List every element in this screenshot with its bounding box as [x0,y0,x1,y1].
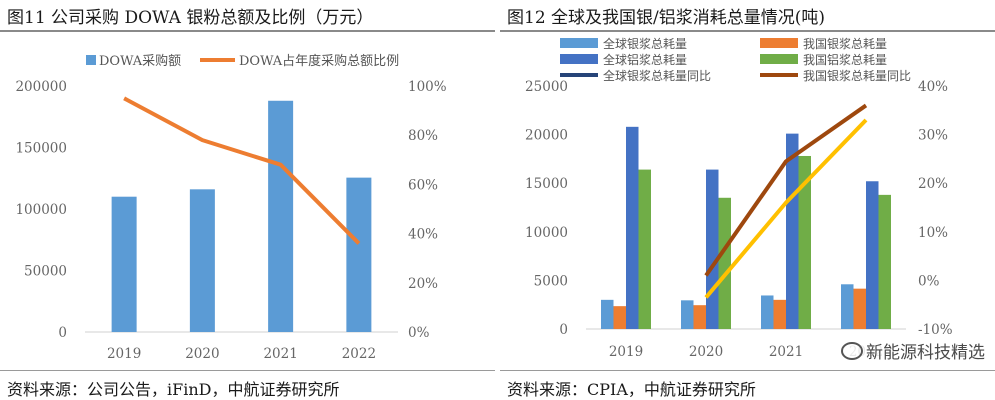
y-right-tick-label: 40% [918,79,948,95]
legend-label-bar: DOWA采购额 [99,53,181,69]
bar-4 [718,197,731,329]
y-left-tick-label: 10000 [525,225,568,241]
y-left-tick-label: 0 [559,322,568,338]
x-tick-label: 2019 [609,344,643,360]
y-right-tick-label: 10% [918,225,948,241]
bar-2 [853,288,866,329]
title-divider-right [500,30,995,32]
line-yoy-2 [704,103,868,277]
x-tick-label: 2020 [689,344,723,360]
chart-title-right: 图12 全球及我国银/铝浆消耗总量情况(吨) [507,8,826,28]
x-tick-label: 2021 [263,346,297,362]
bar-1 [601,299,614,329]
y-left-tick-label: 15000 [525,176,568,192]
source-divider-left [0,370,495,371]
bar-3 [626,126,639,329]
watermark: 新能源科技精选 [839,338,987,363]
x-tick-label: 2022 [342,346,376,362]
bar-dowa-purchase [346,177,372,332]
wechat-icon [841,342,863,360]
bar-4 [798,155,811,329]
y-left-tick-label: 200000 [15,79,67,95]
bar-4 [878,194,891,329]
legend-label-line: DOWA占年度采购总额比例 [239,53,399,69]
legend-swatch [560,54,598,64]
legend-swatch-bar [86,55,96,65]
legend-swatch [760,54,798,64]
y-right-tick-label: 80% [408,128,438,144]
bar-dowa-purchase [111,196,137,332]
watermark-text: 新能源科技精选 [866,343,985,363]
bar-1 [761,295,774,329]
bar-1 [681,300,694,329]
bar-3 [706,169,719,329]
source-divider-right [500,370,995,371]
y-left-tick-label: 50000 [24,264,67,280]
bar-3 [866,181,879,329]
y-left-tick-label: 20000 [525,128,568,144]
bar-1 [841,284,854,329]
bar-2 [773,299,786,329]
legend-swatch [560,38,598,48]
y-left-tick-label: 100000 [15,202,67,218]
chart-title-left: 图11 公司采购 DOWA 银粉总额及比例（万元） [7,8,374,28]
chart-panel-right: 图12 全球及我国银/铝浆消耗总量情况(吨) 0 5000 10000 15000 20… [500,0,995,400]
y-left-tick-label: 25000 [525,79,568,95]
y-left-tick-label: 5000 [534,273,568,289]
title-divider-left [0,30,495,32]
line-dowa-share [123,96,361,245]
y-right-tick-label: 0% [408,325,430,341]
x-tick-label: 2019 [107,346,141,362]
legend-label: 我国银浆总耗量 [803,36,887,51]
legend-label: 全球银浆总耗量同比 [603,68,711,83]
legend-swatch [760,38,798,48]
y-right-tick-label: 60% [408,177,438,193]
bar-2 [693,305,706,329]
chart-left: 0 50000 100000 150000 200000 0% 20% 40% 60% 80% 10… [15,53,447,362]
y-right-tick-label: 30% [918,128,948,144]
y-right-tick-label: 20% [408,276,438,292]
bar-2 [613,306,626,329]
y-right-tick-label: 20% [918,176,948,192]
source-note-left: 资料来源：公司公告，iFinD，中航证券研究所 [7,380,340,399]
line-yoy-1 [704,118,868,299]
chart-panel-left: 图11 公司采购 DOWA 银粉总额及比例（万元） 0 50000 100000 15… [0,0,495,400]
y-right-tick-label: 40% [408,227,438,243]
bar-dowa-purchase [189,189,215,332]
y-right-tick-label: 100% [408,79,447,95]
x-tick-label: 2021 [769,344,803,360]
y-right-tick-label: 0% [918,273,940,289]
y-left-tick-label: 0 [58,325,67,341]
y-right-tick-label: -10% [918,322,953,338]
x-tick-label: 2020 [185,346,219,362]
source-note-right: 资料来源：CPIA，中航证券研究所 [507,380,756,399]
legend-label: 全球铝浆总耗量 [603,52,687,67]
bar-dowa-purchase [268,100,294,332]
y-left-tick-label: 150000 [15,141,67,157]
legend-label: 我国铝浆总耗量 [803,52,887,67]
bar-4 [638,169,651,329]
legend-label: 全球银浆总耗量 [603,36,687,51]
chart-right: 0 5000 10000 15000 20000 25000 -10% 0% 10% 20% 30%… [525,36,953,360]
bar-3 [786,133,799,329]
legend-label: 我国银浆总耗量同比 [803,68,911,83]
